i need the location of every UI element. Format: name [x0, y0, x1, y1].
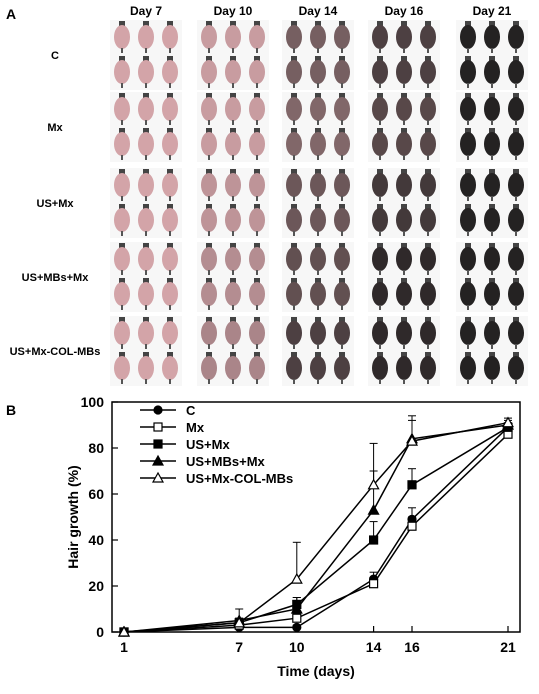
plot-frame — [111, 401, 521, 633]
group-label: US+Mx-COL-MBs — [9, 346, 101, 358]
group-label: US+Mx — [36, 198, 74, 210]
mouse-photo — [456, 168, 528, 238]
legend-label: Mx — [186, 420, 205, 435]
mouse-photo — [197, 242, 269, 312]
mouse-photo — [110, 20, 182, 90]
data-point — [290, 572, 303, 584]
data-point — [405, 434, 419, 446]
mouse-photo — [282, 316, 354, 386]
data-point — [501, 416, 515, 428]
data-point — [369, 535, 379, 545]
day-label: Day 21 — [472, 4, 512, 18]
mouse-photo — [110, 316, 182, 386]
legend-marker — [151, 471, 165, 483]
x-tick-label: 1 — [120, 639, 128, 655]
data-point — [292, 622, 302, 632]
legend-marker — [153, 439, 163, 449]
mouse-photo — [368, 20, 440, 90]
x-tick-label: 16 — [404, 639, 420, 655]
mouse-photo — [456, 92, 528, 162]
mouse-photo — [110, 168, 182, 238]
y-tick-label: 100 — [81, 394, 105, 410]
mouse-photo — [456, 20, 528, 90]
mouse-photo — [368, 242, 440, 312]
data-point — [369, 579, 379, 589]
legend-marker — [151, 454, 165, 466]
mouse-photo — [197, 20, 269, 90]
series-line — [123, 433, 509, 633]
mouse-photo — [456, 316, 528, 386]
legend-label: C — [186, 403, 196, 418]
series-line — [123, 421, 509, 633]
y-tick-label: 0 — [96, 624, 104, 640]
series-line — [123, 426, 509, 633]
x-tick-label: 21 — [500, 639, 516, 655]
mouse-photo — [110, 92, 182, 162]
mouse-photo — [282, 92, 354, 162]
data-point — [290, 602, 303, 614]
legend-label: US+Mx — [186, 437, 230, 452]
legend-marker — [153, 422, 163, 432]
data-point — [367, 478, 380, 490]
legend-label: US+Mx-COL-MBs — [186, 471, 293, 486]
group-label: US+MBs+Mx — [21, 272, 89, 284]
mouse-photo — [282, 20, 354, 90]
data-point — [367, 503, 380, 515]
panel-b-letter: B — [6, 402, 17, 418]
series-line — [123, 426, 509, 633]
x-tick-label: 7 — [235, 639, 243, 655]
mouse-photo — [368, 168, 440, 238]
mouse-photo — [197, 168, 269, 238]
day-label: Day 16 — [384, 4, 424, 18]
y-tick-label: 60 — [88, 486, 104, 502]
x-tick-label: 10 — [289, 639, 305, 655]
data-point — [407, 521, 417, 531]
y-axis-label: Hair growth (%) — [65, 465, 81, 568]
data-point — [233, 616, 246, 628]
x-tick-label: 14 — [366, 639, 382, 655]
series-line — [123, 424, 509, 633]
mouse-photo — [282, 168, 354, 238]
mouse-photo — [197, 316, 269, 386]
mouse-photo — [110, 242, 182, 312]
data-point — [407, 480, 417, 490]
group-label: Mx — [47, 122, 63, 134]
mouse-photo — [282, 242, 354, 312]
panel-a-letter: A — [6, 6, 17, 22]
x-axis-label: Time (days) — [277, 663, 355, 679]
data-point — [292, 613, 302, 623]
day-label: Day 10 — [213, 4, 253, 18]
mouse-photo — [368, 92, 440, 162]
y-tick-label: 40 — [88, 532, 104, 548]
y-tick-label: 20 — [88, 578, 104, 594]
legend-label: US+MBs+Mx — [186, 454, 266, 469]
legend-marker — [153, 405, 163, 415]
group-label: C — [51, 50, 59, 62]
mouse-photo — [197, 92, 269, 162]
day-label: Day 14 — [298, 4, 338, 18]
hair-growth-chart: 0 20 40 60 80 100 1 7 10 14 16 21 Time (days) Hair gr… — [65, 394, 521, 679]
y-tick-label: 80 — [88, 440, 104, 456]
mouse-photo — [456, 242, 528, 312]
mouse-photo — [368, 316, 440, 386]
data-point — [117, 625, 131, 637]
day-label: Day 7 — [129, 4, 163, 18]
